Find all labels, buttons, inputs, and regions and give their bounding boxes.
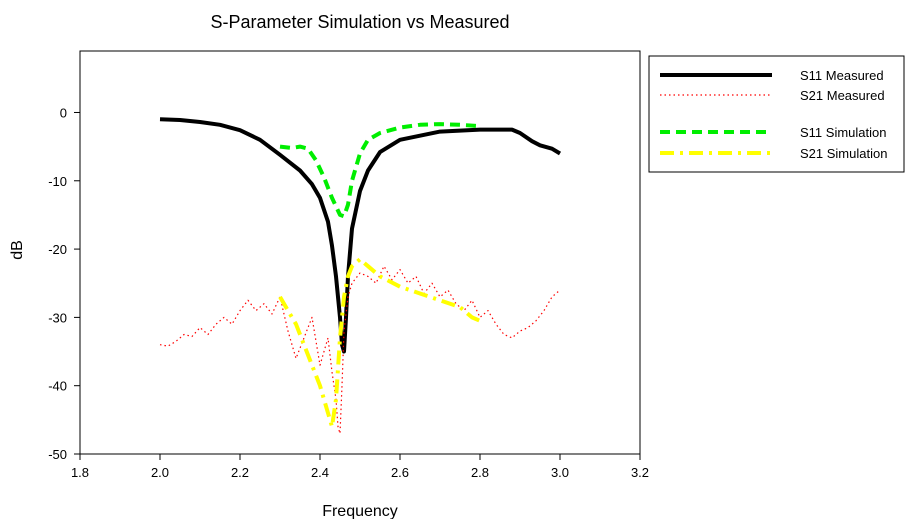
y-tick-label: -50 bbox=[48, 447, 67, 462]
x-tick-label: 2.2 bbox=[231, 465, 249, 480]
y-tick-label: -40 bbox=[48, 379, 67, 394]
x-tick-label: 2.4 bbox=[311, 465, 329, 480]
x-tick-label: 2.8 bbox=[471, 465, 489, 480]
x-tick-label: 1.8 bbox=[71, 465, 89, 480]
legend-label: S11 Measured bbox=[800, 68, 884, 83]
legend-label: S21 Measured bbox=[800, 88, 885, 103]
series-line-s21-simulation bbox=[278, 257, 481, 429]
y-tick-label: -20 bbox=[48, 242, 67, 257]
y-tick-label: -10 bbox=[48, 174, 67, 189]
series-line-s21-measured bbox=[159, 265, 561, 435]
series-line-s11-measured bbox=[159, 117, 562, 354]
y-tick-label: -30 bbox=[48, 310, 67, 325]
legend: S11 Measured S21 Measured S11 Simulation S2… bbox=[660, 68, 887, 161]
x-axis-ticks: 1.8 2.0 2.2 2.4 2.6 2.8 3.0 3.2 bbox=[71, 454, 649, 480]
y-axis-ticks: 0 -10 -20 -30 -40 -50 bbox=[48, 105, 80, 462]
x-tick-label: 3.0 bbox=[551, 465, 569, 480]
y-tick-label: 0 bbox=[60, 105, 67, 120]
legend-label: S21 Simulation bbox=[800, 146, 887, 161]
series-layer bbox=[159, 117, 562, 435]
x-tick-label: 2.6 bbox=[391, 465, 409, 480]
series-line-s11-simulation bbox=[279, 122, 481, 219]
plot-area-frame bbox=[79, 50, 641, 455]
x-tick-label: 3.2 bbox=[631, 465, 649, 480]
x-axis-label: Frequency bbox=[322, 503, 398, 519]
legend-label: S11 Simulation bbox=[800, 125, 886, 140]
chart-title: S-Parameter Simulation vs Measured bbox=[210, 12, 509, 32]
x-tick-label: 2.0 bbox=[151, 465, 169, 480]
y-axis-label: dB bbox=[9, 240, 26, 260]
